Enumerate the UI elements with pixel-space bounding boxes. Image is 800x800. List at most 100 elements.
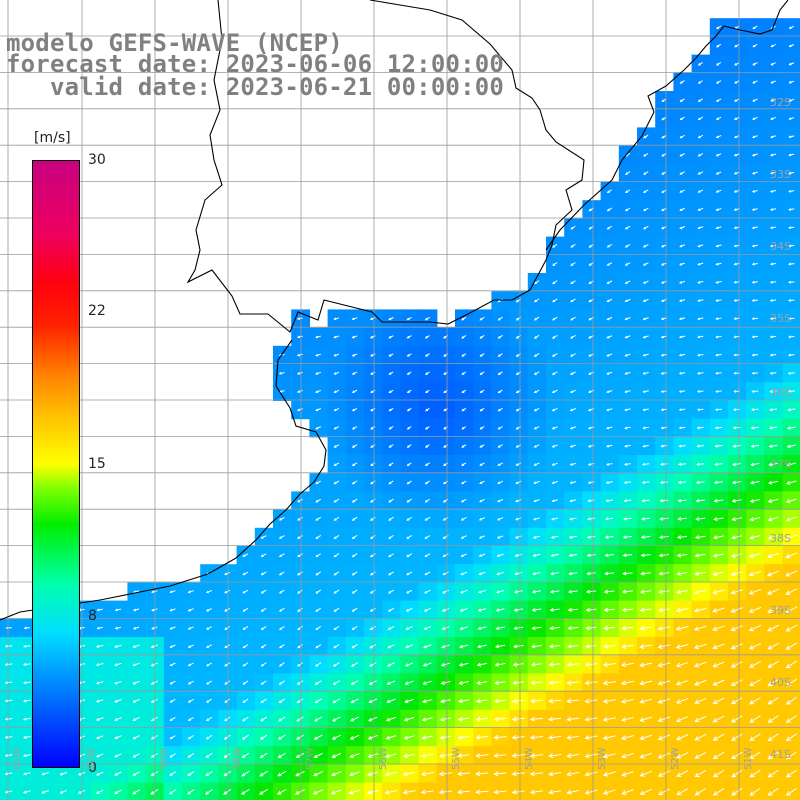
wind-arrow bbox=[786, 606, 798, 614]
wind-arrow-head bbox=[205, 718, 209, 722]
wind-arrow bbox=[640, 788, 652, 795]
wind-arrow-head bbox=[277, 736, 282, 740]
wind-arrow bbox=[460, 626, 468, 630]
wind-arrow-head bbox=[443, 408, 447, 412]
wind-arrow bbox=[387, 644, 395, 649]
wind-arrow-head bbox=[624, 281, 628, 284]
wind-arrow bbox=[749, 642, 761, 650]
wind-arrow bbox=[478, 608, 487, 612]
wind-arrow-head bbox=[734, 99, 737, 102]
wind-arrow-head bbox=[697, 81, 701, 84]
wind-arrow-head bbox=[584, 771, 590, 777]
wind-arrow-head bbox=[767, 608, 773, 614]
wind-arrow-head bbox=[515, 463, 519, 466]
wind-arrow bbox=[767, 588, 780, 595]
wind-arrow bbox=[530, 772, 544, 775]
wind-arrow-head bbox=[624, 426, 628, 430]
wind-arrow-head bbox=[493, 734, 499, 740]
wind-arrow-head bbox=[551, 390, 555, 394]
wind-arrow bbox=[314, 716, 323, 722]
wind-arrow-head bbox=[715, 190, 719, 193]
wind-arrow bbox=[350, 753, 360, 758]
wind-arrow-head bbox=[95, 717, 100, 721]
longitude-label: 51W bbox=[743, 747, 754, 770]
wind-arrow bbox=[405, 644, 414, 649]
wind-arrow-head bbox=[369, 536, 373, 540]
wind-arrow-head bbox=[150, 645, 154, 649]
wind-arrow-head bbox=[4, 662, 9, 666]
wind-arrow bbox=[260, 734, 268, 740]
wind-arrow bbox=[533, 553, 541, 557]
wind-arrow-head bbox=[788, 26, 792, 29]
wind-arrow-head bbox=[223, 754, 228, 758]
wind-arrow bbox=[441, 662, 451, 666]
wind-arrow-head bbox=[731, 754, 737, 760]
wind-arrow-head bbox=[297, 591, 301, 594]
wind-arrow-head bbox=[567, 589, 572, 594]
wind-arrow-head bbox=[278, 627, 282, 631]
wind-arrow-head bbox=[370, 481, 374, 485]
wind-arrow-head bbox=[733, 390, 737, 393]
wind-arrow-head bbox=[478, 517, 482, 521]
wind-arrow bbox=[585, 771, 598, 776]
wind-arrow-head bbox=[132, 736, 136, 740]
wind-arrow bbox=[676, 680, 689, 685]
wind-arrow-head bbox=[587, 463, 591, 466]
wind-arrow bbox=[749, 624, 762, 631]
wind-arrow-head bbox=[169, 645, 173, 648]
wind-arrow-head bbox=[132, 754, 136, 758]
wind-arrow-head bbox=[315, 499, 319, 503]
wind-arrow-head bbox=[495, 608, 500, 612]
wind-arrow bbox=[114, 735, 122, 739]
wind-arrow-head bbox=[241, 754, 246, 759]
wind-arrow-head bbox=[315, 536, 319, 539]
wind-arrow-head bbox=[606, 354, 610, 357]
wind-arrow-head bbox=[495, 626, 500, 631]
wind-arrow-head bbox=[603, 607, 609, 613]
wind-arrow-head bbox=[406, 518, 410, 521]
wind-arrow bbox=[570, 517, 577, 520]
wind-arrow-head bbox=[624, 462, 628, 466]
wind-arrow-head bbox=[493, 716, 499, 722]
wind-arrow-head bbox=[642, 390, 646, 393]
wind-arrow-head bbox=[205, 590, 209, 594]
wind-arrow-head bbox=[96, 772, 100, 776]
wind-arrow-head bbox=[624, 299, 628, 303]
wind-arrow bbox=[567, 717, 580, 721]
wind-arrow-head bbox=[461, 445, 465, 448]
wind-arrow bbox=[749, 697, 761, 705]
wind-arrow bbox=[96, 771, 104, 776]
wind-arrow-head bbox=[387, 645, 391, 649]
wind-arrow-head bbox=[457, 735, 463, 740]
wind-arrow bbox=[5, 772, 13, 775]
wind-arrow-head bbox=[785, 553, 791, 559]
wind-arrow-head bbox=[788, 62, 792, 66]
wind-arrow-head bbox=[621, 772, 627, 777]
wind-arrow-head bbox=[548, 734, 554, 740]
wind-arrow-head bbox=[515, 481, 519, 485]
wind-arrow bbox=[60, 771, 68, 776]
wind-arrow-head bbox=[712, 589, 718, 595]
wind-arrow-head bbox=[624, 353, 628, 357]
wind-arrow-head bbox=[424, 335, 428, 339]
wind-arrow-head bbox=[242, 663, 246, 667]
wind-arrow-head bbox=[314, 718, 318, 722]
wind-arrow bbox=[278, 752, 286, 758]
wind-arrow bbox=[622, 789, 634, 795]
wind-arrow-head bbox=[22, 754, 27, 758]
wind-arrow bbox=[587, 554, 596, 557]
wind-arrow bbox=[458, 699, 470, 703]
wind-arrow-head bbox=[369, 554, 373, 558]
wind-arrow-head bbox=[333, 499, 337, 503]
wind-arrow bbox=[587, 572, 596, 575]
wind-arrow bbox=[640, 608, 652, 611]
wind-arrow-head bbox=[751, 408, 755, 412]
wind-arrow-head bbox=[767, 718, 773, 723]
wind-arrow-head bbox=[242, 627, 246, 630]
wind-arrow bbox=[442, 607, 450, 612]
wind-arrow-head bbox=[749, 681, 755, 686]
wind-arrow-head bbox=[497, 499, 501, 503]
wind-arrow bbox=[731, 751, 743, 759]
wind-arrow-head bbox=[406, 554, 410, 558]
